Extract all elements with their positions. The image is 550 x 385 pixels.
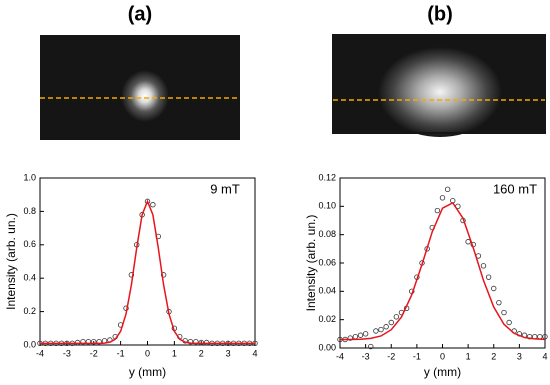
data-point (128, 272, 135, 278)
y-tick-label: 0.02 (318, 314, 336, 324)
x-axis-label: y (mm) (129, 365, 166, 379)
y-tick-label: 0.4 (23, 273, 36, 283)
y-tick-label: 0.10 (318, 201, 336, 211)
x-tick-label: 2 (491, 351, 496, 361)
y-tick-label: 0.8 (23, 206, 36, 216)
y-tick-label: 1.0 (23, 172, 36, 182)
data-point (347, 335, 353, 341)
x-tick-label: 0 (145, 348, 150, 358)
x-tick-label: -3 (362, 351, 370, 361)
y-tick-label: 0.00 (318, 342, 336, 352)
x-tick-label: -2 (90, 348, 98, 358)
x-tick-label: -1 (117, 348, 125, 358)
y-tick-label: 0.08 (318, 229, 336, 239)
x-tick-label: -1 (413, 351, 421, 361)
y-tick-label: 0.04 (318, 286, 336, 296)
data-point (187, 338, 194, 345)
data-point (496, 299, 502, 306)
camera-image-a (40, 35, 240, 140)
data-point (506, 319, 512, 326)
y-tick-label: 0.06 (318, 257, 336, 267)
data-point (537, 333, 543, 340)
data-point (150, 202, 156, 208)
fit-line (40, 199, 255, 345)
annotation: 160 mT (493, 181, 537, 196)
camera-image-b (332, 34, 546, 137)
data-point (203, 339, 210, 346)
x-tick-label: 2 (199, 348, 204, 358)
y-tick-label: 0.6 (23, 239, 36, 249)
x-tick-label: -2 (387, 351, 395, 361)
data-point (198, 339, 204, 346)
x-tick-label: -3 (63, 348, 71, 358)
y-tick-label: 0.12 (318, 172, 336, 182)
data-point (357, 332, 364, 338)
data-point (352, 333, 359, 340)
data-point (144, 198, 151, 205)
data-point (383, 324, 389, 330)
data-point (491, 285, 497, 292)
data-point (439, 195, 446, 201)
x-tick-label: 4 (542, 351, 547, 361)
x-tick-label: 0 (440, 351, 445, 361)
data-point (485, 274, 492, 280)
data-point (378, 326, 384, 333)
x-tick-label: -4 (36, 348, 44, 358)
data-point (465, 239, 471, 245)
x-tick-label: 1 (172, 348, 177, 358)
x-tick-label: 4 (252, 348, 257, 358)
y-tick-label: 0.2 (23, 306, 36, 316)
fit-line (340, 201, 546, 341)
data-point (74, 339, 81, 346)
data-point (388, 319, 394, 326)
panel-title: (a) (128, 3, 152, 25)
data-point (444, 186, 451, 193)
x-tick-label: 3 (226, 348, 231, 358)
data-point (160, 272, 167, 278)
y-tick-label: 0.0 (23, 339, 36, 349)
panel-title: (b) (427, 3, 453, 25)
data-point (368, 343, 374, 350)
data-point (393, 314, 400, 320)
x-tick-label: 3 (517, 351, 522, 361)
plot-frame (339, 177, 546, 349)
x-axis-label: y (mm) (424, 365, 461, 379)
x-tick-label: 1 (466, 351, 471, 361)
data-point (501, 309, 507, 316)
x-tick-label: -4 (336, 351, 344, 361)
data-point (480, 263, 487, 269)
y-axis-label: Intensity (arb. un.) (4, 213, 18, 310)
data-point (434, 207, 441, 214)
y-axis-label: Intensity (arb. un.) (304, 215, 318, 312)
data-point (373, 328, 379, 334)
annotation: 9 mT (210, 181, 240, 196)
data-point (362, 331, 369, 337)
